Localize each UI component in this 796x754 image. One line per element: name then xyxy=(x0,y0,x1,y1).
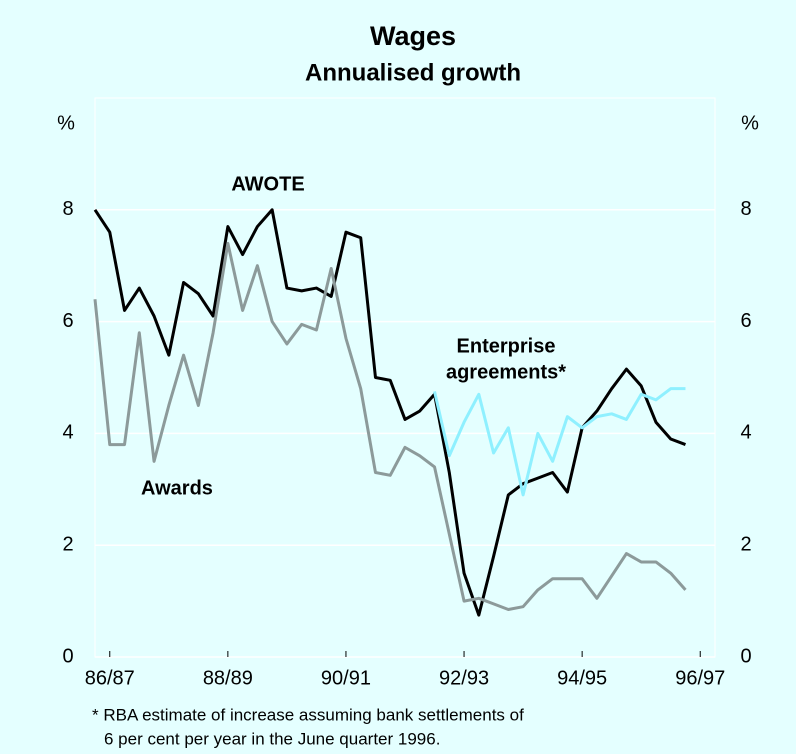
y2-tick-label: 0 xyxy=(740,645,751,667)
annotation: Awards xyxy=(141,477,213,499)
y-tick-label: 4 xyxy=(62,422,73,444)
footnote: * RBA estimate of increase assuming bank… xyxy=(92,705,524,724)
chart-title: Wages xyxy=(370,21,456,51)
y-unit-right: % xyxy=(741,112,759,134)
annotation: Enterprise xyxy=(457,335,556,357)
x-tick-label: 92/93 xyxy=(439,667,489,689)
series-line xyxy=(93,241,687,611)
annotation: agreements* xyxy=(446,361,566,383)
y2-tick-label: 6 xyxy=(740,310,751,332)
chart-subtitle: Annualised growth xyxy=(305,59,521,86)
footnote: 6 per cent per year in the June quarter … xyxy=(104,729,440,748)
y2-tick-label: 4 xyxy=(740,422,751,444)
x-tick-label: 90/91 xyxy=(321,667,371,689)
x-tick-label: 96/97 xyxy=(675,667,725,689)
x-tick-label: 88/89 xyxy=(203,667,253,689)
y-tick-label: 0 xyxy=(62,645,73,667)
y2-tick-label: 8 xyxy=(740,198,751,220)
x-tick-label: 94/95 xyxy=(557,667,607,689)
y2-tick-label: 2 xyxy=(740,533,751,555)
y-tick-label: 8 xyxy=(62,198,73,220)
y-tick-label: 6 xyxy=(62,310,73,332)
x-tick-label: 86/87 xyxy=(85,667,135,689)
annotation: AWOTE xyxy=(231,173,304,195)
y-tick-label: 2 xyxy=(62,533,73,555)
series-line xyxy=(433,387,686,497)
y-unit-left: % xyxy=(57,112,75,134)
